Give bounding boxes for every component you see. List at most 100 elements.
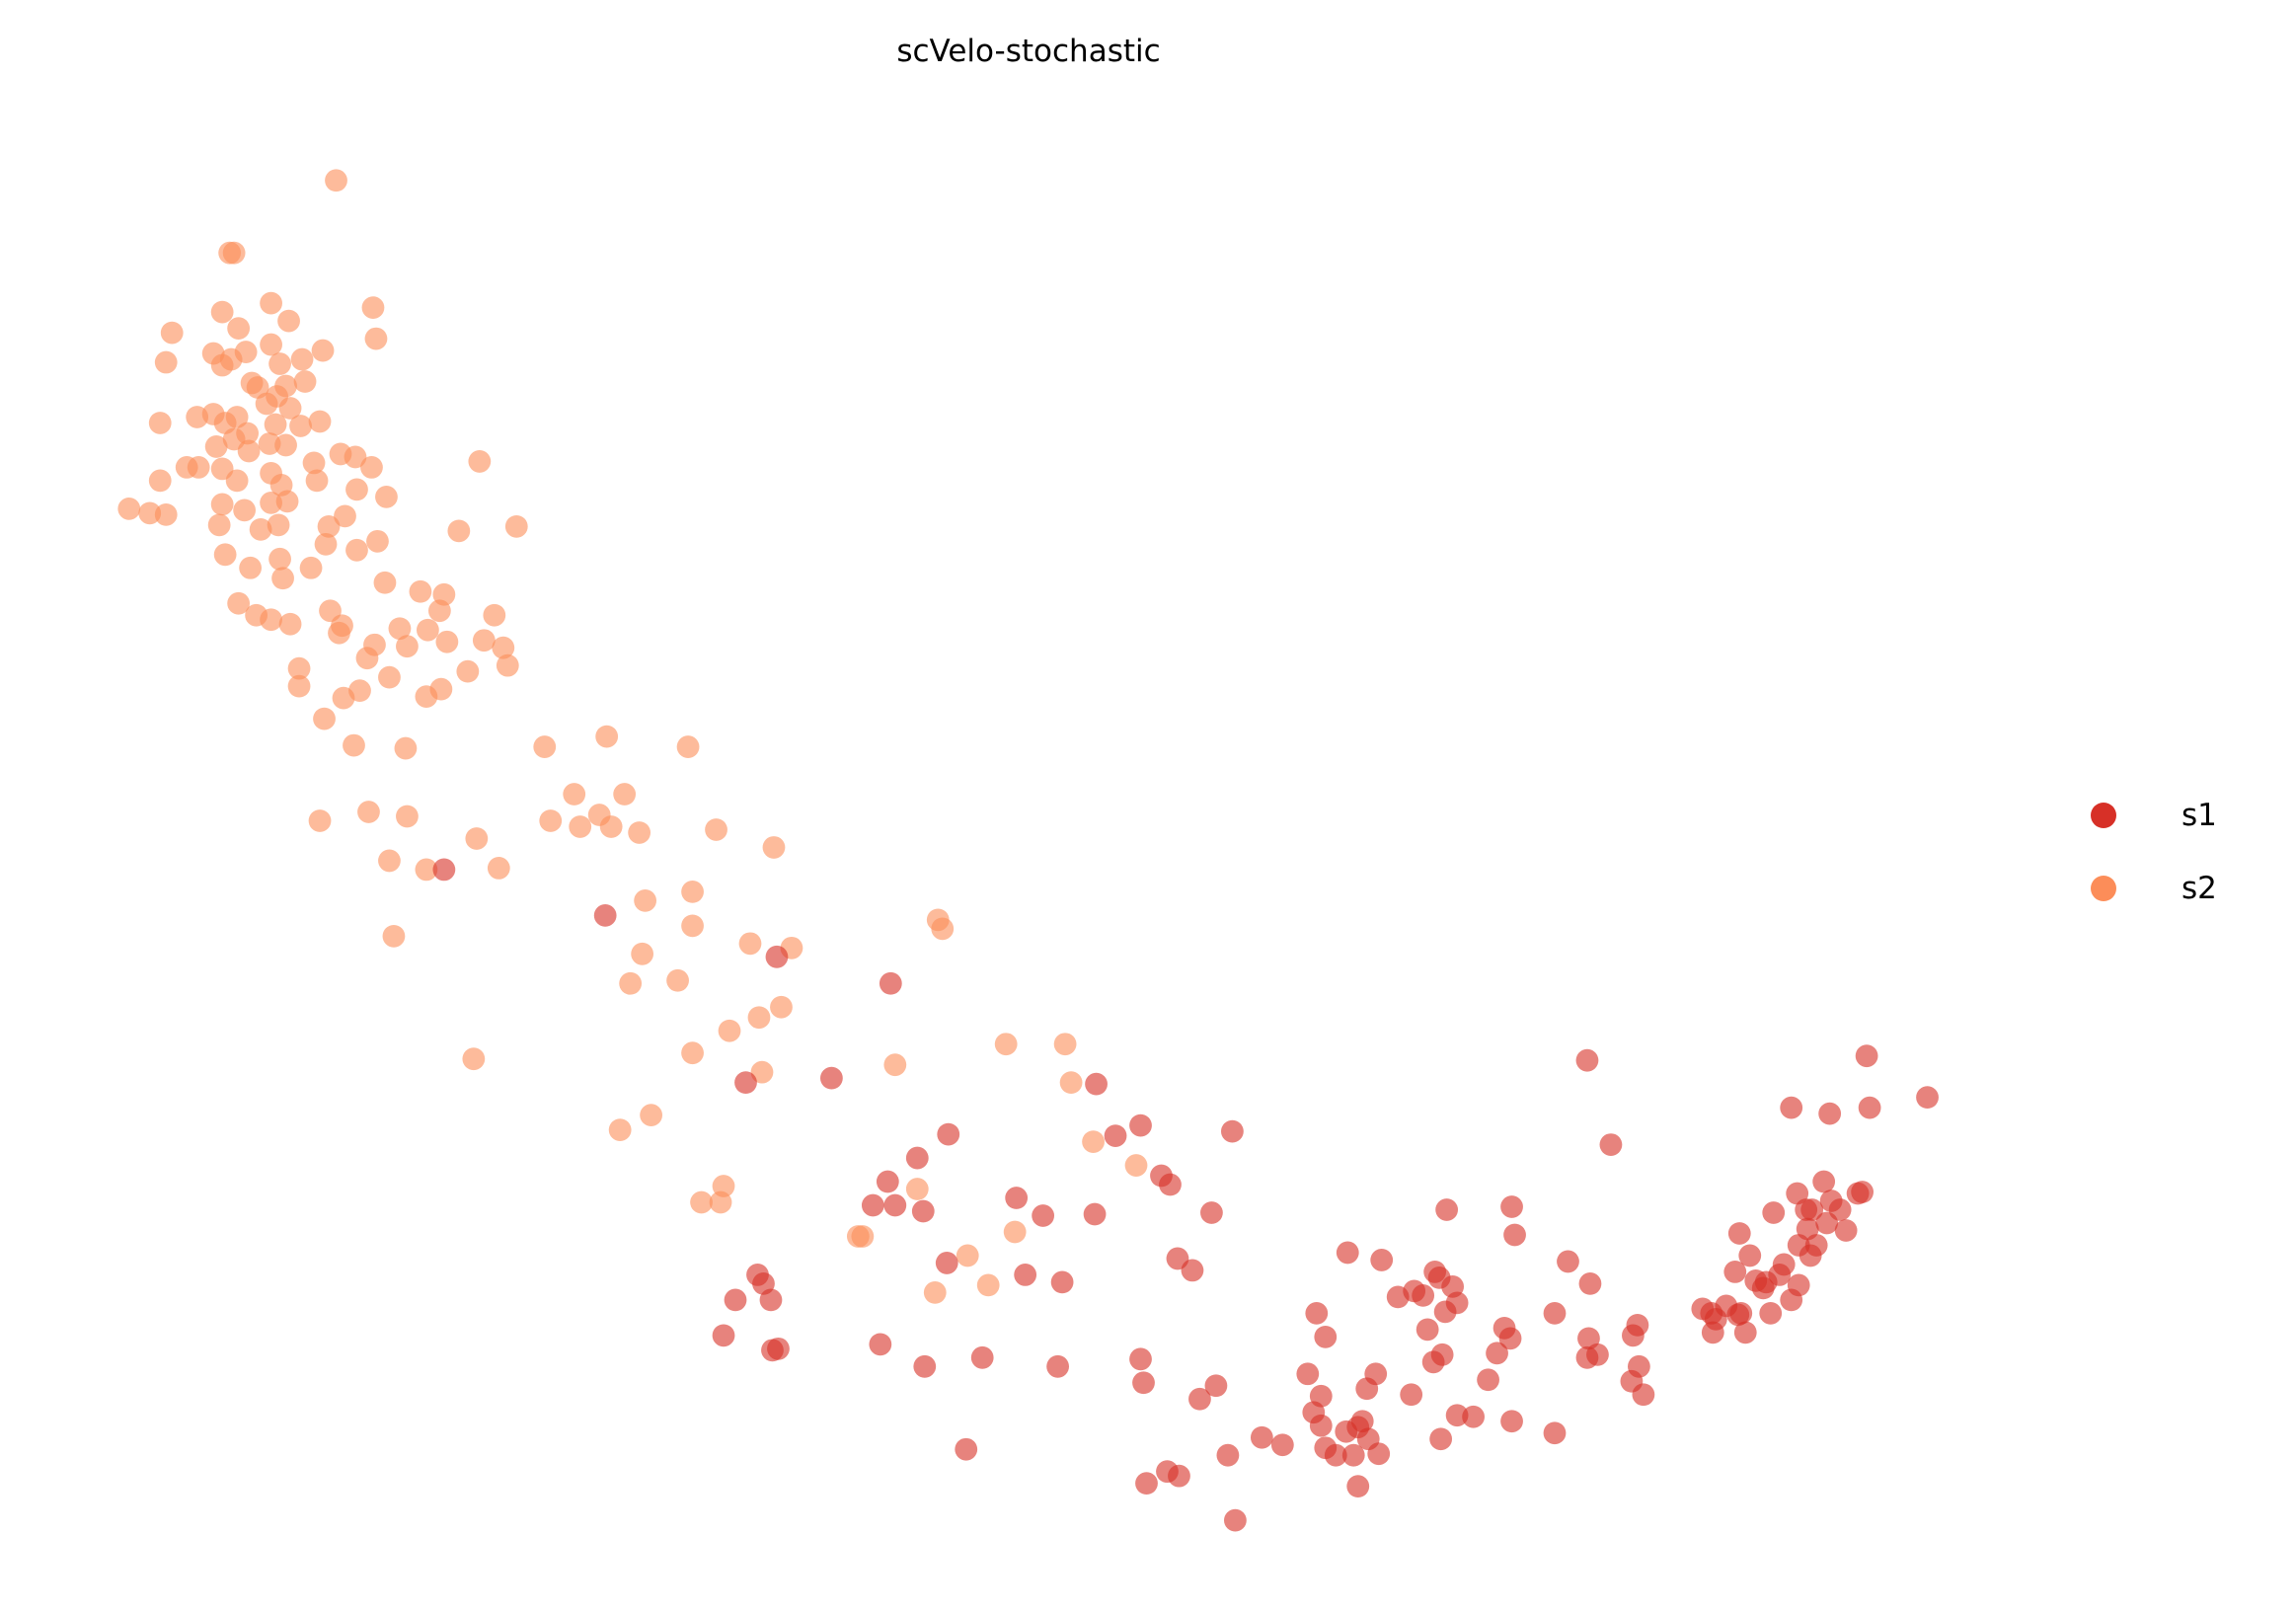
point-s2 (233, 499, 257, 522)
legend-item-s2: s2 (2091, 871, 2217, 906)
point-s1 (1430, 1343, 1454, 1366)
point-s1 (1224, 1508, 1247, 1532)
point-s2 (378, 849, 401, 873)
point-s1 (1828, 1198, 1852, 1221)
point-s2 (1082, 1130, 1105, 1153)
point-s2 (225, 406, 249, 428)
point-s1 (1181, 1259, 1204, 1282)
point-s2 (267, 513, 290, 537)
points-layer (117, 169, 1939, 1532)
point-s2 (709, 1190, 732, 1214)
point-s1 (1370, 1249, 1394, 1271)
point-s1 (1855, 1044, 1878, 1068)
point-s1 (1104, 1124, 1127, 1147)
point-s2 (268, 547, 291, 571)
point-s2 (465, 827, 489, 850)
point-s2 (750, 1060, 774, 1084)
point-s2 (332, 686, 355, 710)
point-s2 (204, 435, 228, 458)
point-s2 (343, 733, 365, 757)
point-s1 (1477, 1368, 1499, 1392)
point-s2 (563, 783, 586, 806)
point-s2 (227, 591, 251, 615)
point-s2 (345, 478, 368, 501)
point-s1 (1083, 1202, 1107, 1226)
point-s1 (1200, 1201, 1223, 1224)
point-s1 (765, 945, 789, 968)
point-s1 (1818, 1102, 1842, 1125)
point-s1 (1486, 1342, 1508, 1365)
point-s1 (1626, 1313, 1649, 1337)
point-s1 (1812, 1170, 1836, 1193)
point-s2 (634, 888, 657, 912)
point-s2 (302, 451, 326, 475)
point-s2 (277, 309, 300, 333)
point-s2 (762, 836, 786, 859)
point-s2 (308, 410, 332, 433)
point-s2 (747, 1006, 771, 1030)
legend-marker-s2 (2091, 876, 2116, 901)
point-s1 (1723, 1261, 1747, 1283)
point-s1 (767, 1337, 790, 1360)
point-s1 (734, 1071, 757, 1095)
point-s1 (1341, 1443, 1365, 1467)
point-s2 (718, 1019, 741, 1042)
point-s2 (239, 556, 262, 579)
point-s1 (970, 1345, 994, 1369)
point-s2 (492, 636, 515, 659)
point-s2 (274, 374, 297, 398)
point-s1 (1738, 1244, 1762, 1267)
point-s1 (1586, 1343, 1609, 1366)
point-s2 (504, 514, 528, 538)
point-s1 (1729, 1301, 1753, 1325)
point-s2 (905, 1178, 929, 1200)
point-s2 (308, 809, 332, 832)
point-s2 (681, 881, 704, 903)
point-s2 (268, 352, 291, 375)
point-s2 (258, 432, 281, 455)
point-s1 (1800, 1198, 1824, 1221)
point-s2 (427, 599, 451, 623)
point-s2 (264, 413, 287, 436)
point-s2 (681, 914, 704, 938)
point-s2 (676, 735, 700, 758)
point-s2 (394, 736, 418, 760)
point-s2 (154, 502, 178, 526)
point-s2 (360, 456, 383, 479)
point-s1 (1851, 1181, 1874, 1203)
point-s1 (1085, 1072, 1108, 1096)
point-s2 (344, 445, 367, 469)
point-s2 (260, 608, 282, 632)
point-s2 (210, 493, 234, 516)
point-s2 (275, 490, 299, 513)
point-s2 (249, 517, 272, 541)
point-s2 (361, 296, 385, 320)
point-s2 (417, 618, 439, 642)
point-s2 (187, 456, 210, 479)
point-s2 (462, 1047, 486, 1071)
point-s2 (666, 968, 689, 992)
point-s2 (363, 633, 386, 656)
point-s2 (851, 1225, 875, 1248)
point-s1 (1543, 1301, 1567, 1325)
point-s2 (595, 725, 619, 748)
point-s2 (1053, 1033, 1077, 1056)
point-s1 (1005, 1187, 1029, 1209)
point-s2 (289, 415, 312, 437)
point-s2 (138, 501, 162, 525)
point-s1 (1628, 1354, 1650, 1378)
point-s2 (994, 1033, 1018, 1056)
point-s2 (225, 469, 249, 493)
point-s1 (1916, 1086, 1939, 1110)
point-s2 (328, 621, 350, 645)
point-s2 (334, 504, 356, 528)
point-s1 (1727, 1222, 1751, 1245)
point-s2 (613, 783, 637, 806)
point-s2 (931, 917, 955, 941)
point-s2 (227, 317, 251, 340)
point-s1 (913, 1354, 937, 1378)
point-s1 (1733, 1321, 1757, 1344)
point-s1 (1772, 1253, 1796, 1276)
point-s1 (876, 1170, 899, 1193)
point-s2 (619, 971, 643, 995)
